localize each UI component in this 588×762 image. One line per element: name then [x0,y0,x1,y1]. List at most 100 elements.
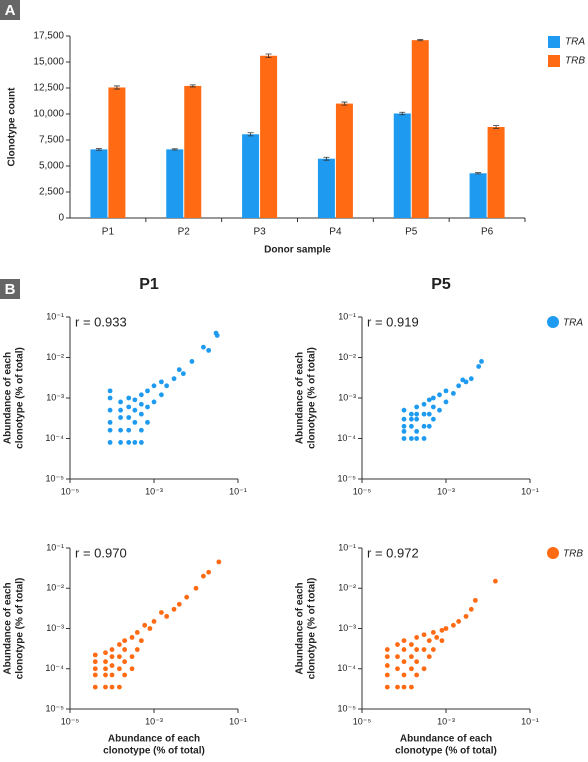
y-axis-label: clonotype (% of total) [15,347,26,449]
point [132,440,138,445]
point [463,379,469,385]
point [401,659,407,665]
y-tick-label: 5,000 [39,161,64,172]
point [414,635,420,640]
point [401,684,407,690]
error-bar [189,84,196,88]
chart-title: P1 [139,276,159,293]
point [176,601,182,607]
point [164,383,170,389]
point [401,672,407,678]
point [439,638,445,644]
point [430,404,436,410]
x-tick-label: 10⁻³ [145,486,163,496]
point [434,635,440,640]
point [426,411,432,417]
point [456,383,462,389]
point [145,404,150,410]
point [138,427,144,433]
point [401,638,407,644]
point [184,594,190,600]
bar [184,85,202,218]
y-axis-label: Abundance of each [3,582,14,674]
correlation: r = 0.919 [367,314,419,329]
x-tick-label: 10⁻⁵ [353,716,372,726]
y-tick-label: 10⁻⁵ [338,703,357,713]
x-tick-label: 10⁻¹ [229,486,247,496]
point [129,635,135,640]
point [437,392,442,398]
point [107,427,113,433]
x-tick-label: P4 [329,227,342,238]
y-tick-label: 10⁻⁵ [338,473,357,483]
point [138,638,144,644]
point [151,619,157,624]
y-axis-label: Clonotype count [7,87,18,167]
point [107,419,113,425]
point [395,666,400,672]
point [189,359,195,364]
point [430,395,436,401]
point [103,650,108,656]
y-tick-label: 7,500 [39,135,64,146]
point [414,411,420,417]
y-tick-label: 10⁻² [338,583,356,593]
point [408,666,414,672]
point [103,684,108,690]
x-tick-label: 10⁻⁵ [353,486,372,496]
point [158,392,164,398]
x-axis-label: Abundance of each [400,734,492,745]
point [107,388,113,394]
point [109,654,115,660]
point [414,647,420,652]
x-tick-label: P2 [178,227,191,238]
legend-label: TRB [565,56,585,67]
point [414,404,420,410]
point [408,416,414,422]
point [395,684,400,690]
point [426,423,432,429]
point [456,619,462,624]
y-axis-label: clonotype (% of total) [15,578,26,680]
point [126,404,132,410]
point [468,606,474,612]
point [384,654,390,660]
point [395,654,400,660]
y-tick-label: 10⁻² [46,583,64,593]
legend-label: TRB [563,549,583,560]
y-tick-label: 12,500 [33,83,64,94]
y-tick-label: 10⁻⁵ [46,473,65,483]
y-tick-label: 10⁻³ [46,623,64,633]
point [116,642,122,647]
bar [487,127,505,218]
point [421,632,427,638]
error-bar [265,53,272,58]
y-tick-label: 0 [58,213,64,224]
point [414,436,420,441]
point [414,416,420,422]
y-tick-label: 2,500 [39,187,64,198]
x-tick-label: P3 [253,227,266,238]
bar [260,55,278,219]
point [408,436,414,441]
legend-label: TRA [565,37,585,48]
y-tick-label: 10⁻⁴ [45,433,64,443]
y-tick-label: 10⁻⁴ [337,663,356,673]
point [103,672,108,678]
point [421,401,427,407]
point [200,344,206,350]
point [408,654,414,660]
point [476,364,482,369]
point [126,440,132,445]
point [401,407,407,413]
point [122,647,128,652]
x-axis-label: clonotype (% of total) [395,746,497,757]
y-tick-label: 17,500 [33,31,64,42]
point [479,359,484,364]
point [126,427,132,433]
point [401,428,407,434]
point [443,399,449,405]
panel-badge [0,279,20,299]
point [414,672,420,678]
